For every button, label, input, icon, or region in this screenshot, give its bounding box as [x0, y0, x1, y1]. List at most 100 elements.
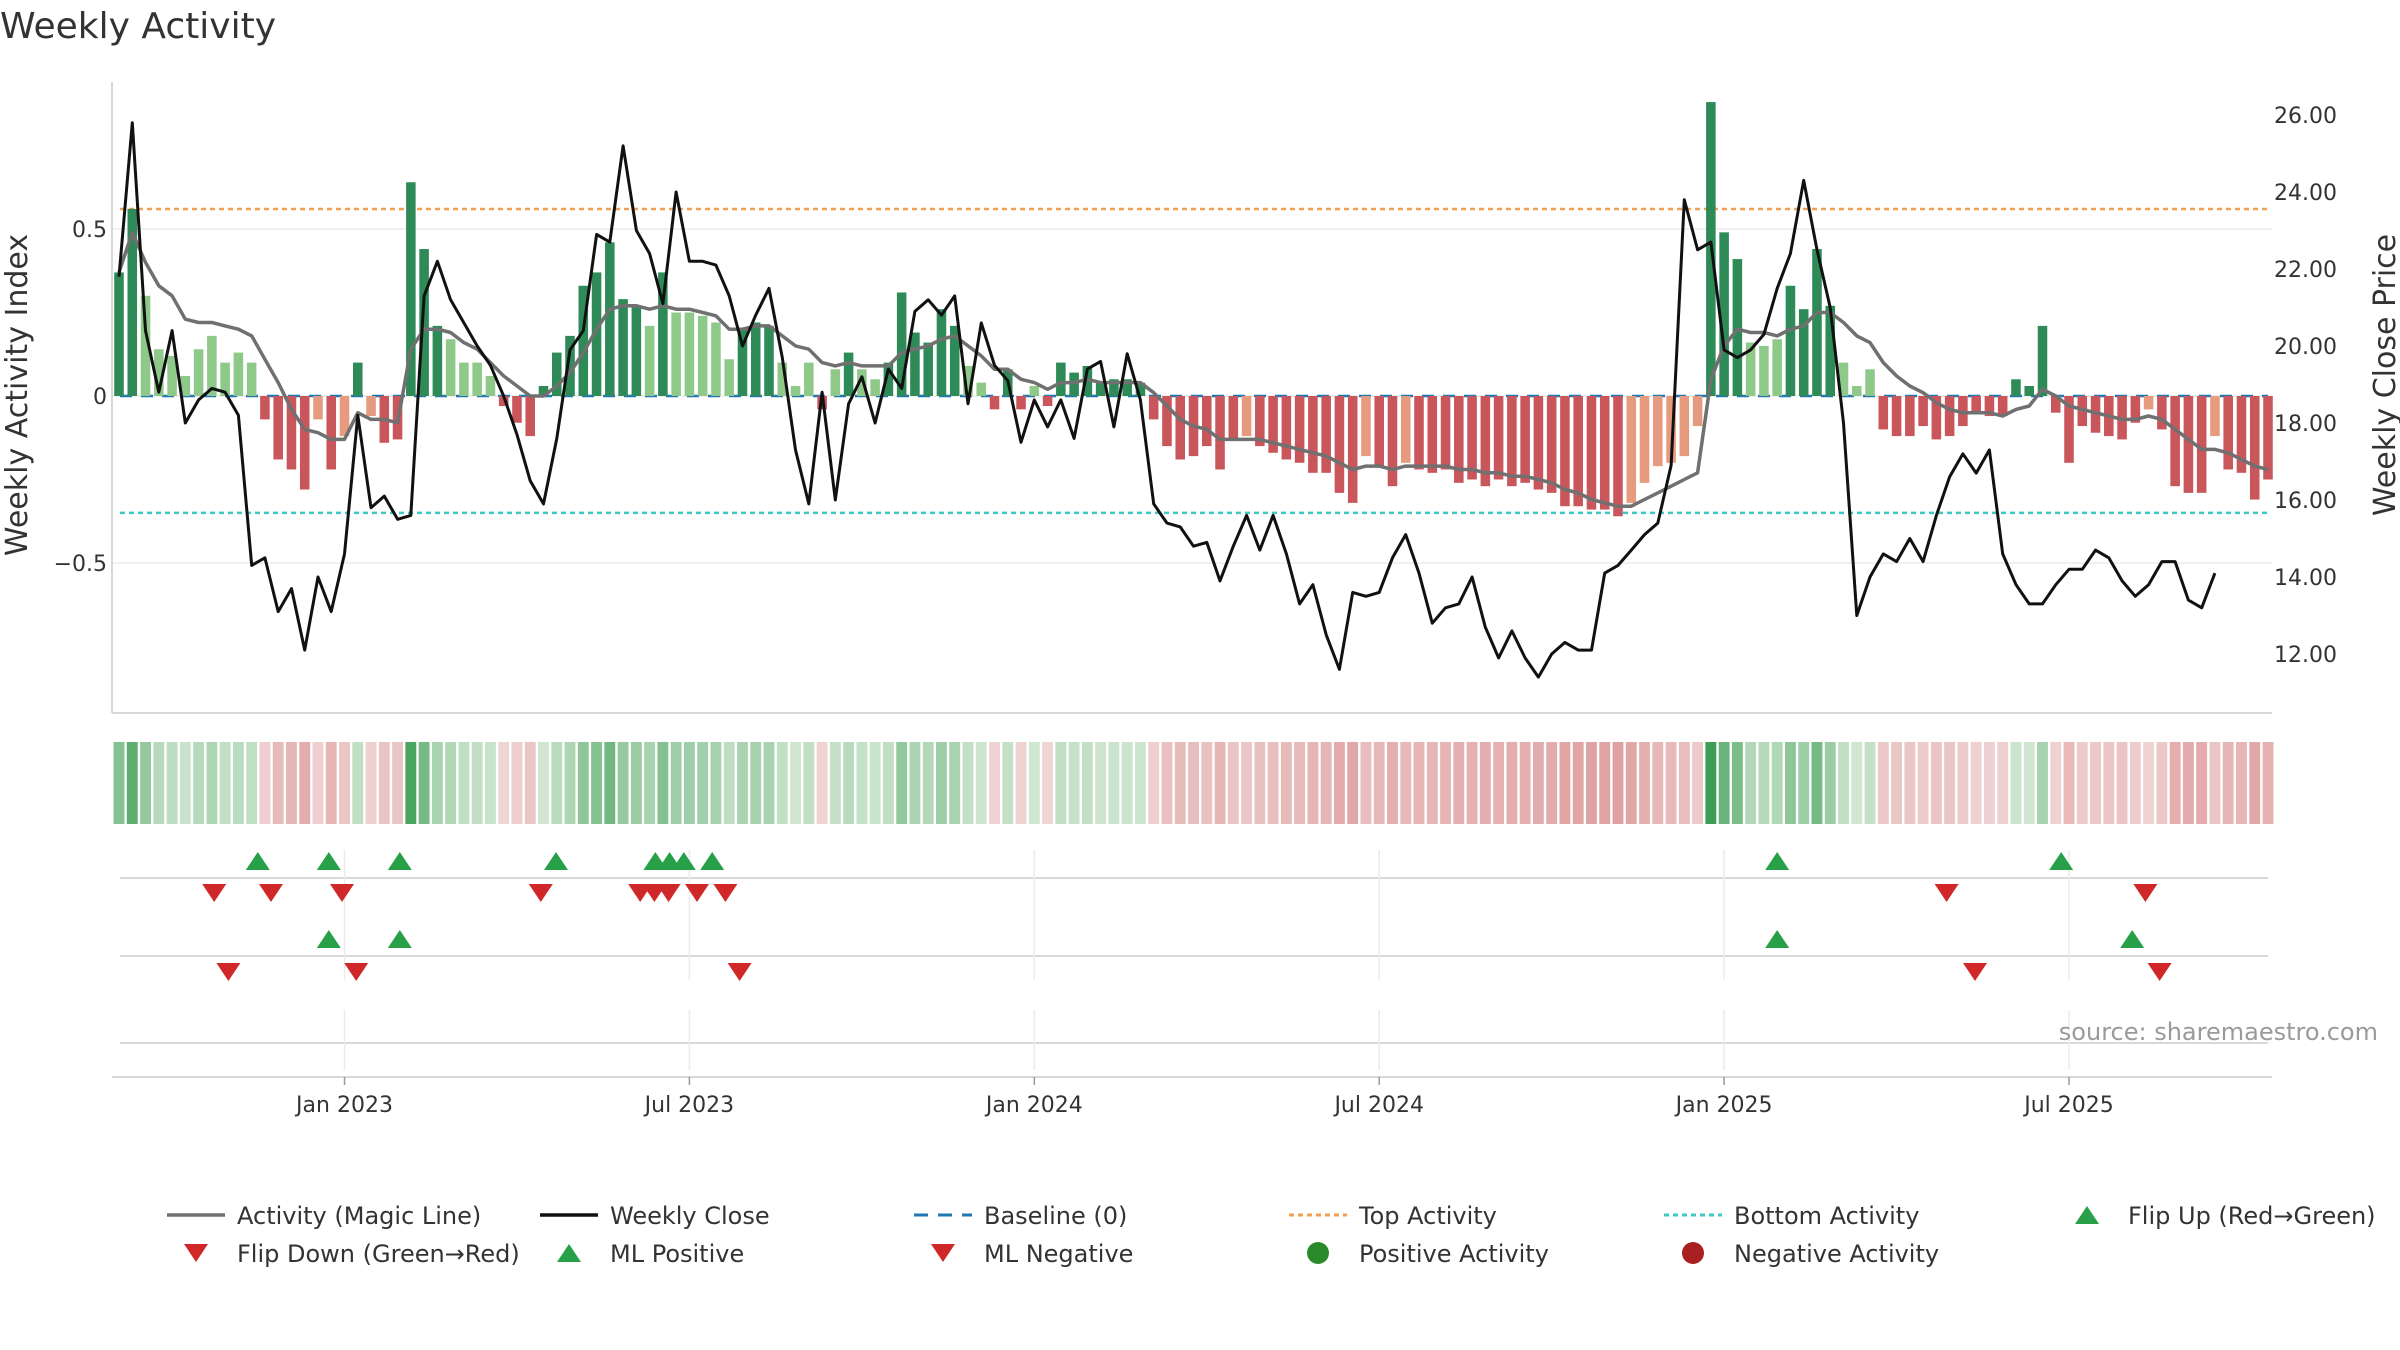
legend-label: Baseline (0): [984, 1202, 1127, 1230]
heat-cell: [1134, 742, 1146, 824]
activity-bar: [857, 369, 867, 396]
activity-bar: [1255, 396, 1265, 447]
heat-cell: [2196, 742, 2208, 824]
activity-bar: [538, 385, 549, 396]
activity-bar: [1520, 396, 1530, 483]
heat-cell: [617, 742, 629, 824]
activity-bar: [1427, 396, 1438, 473]
activity-bar: [684, 312, 695, 396]
heat-cell: [299, 742, 311, 824]
activity-bar: [1361, 396, 1371, 457]
heat-cell: [1625, 742, 1637, 824]
heat-cell: [1506, 742, 1518, 824]
heat-cell: [445, 742, 457, 824]
heat-cell: [458, 742, 470, 824]
y-axis-left-title: Weekly Activity Index: [0, 234, 35, 556]
y2-tick-label: 12.00: [2274, 643, 2337, 668]
legend-item: Weekly Close: [540, 1202, 770, 1230]
signal-rows: [112, 850, 2272, 1078]
activity-bar: [605, 242, 615, 396]
activity-bar: [976, 382, 987, 396]
x-tick-label: Jan 2023: [294, 1093, 393, 1118]
heat-cell: [179, 742, 191, 824]
heat-cell: [577, 742, 589, 824]
activity-bar: [1971, 396, 1981, 413]
activity-bar: [1546, 396, 1557, 493]
activity-bar: [2064, 396, 2074, 463]
heat-cell: [140, 742, 151, 824]
activity-bar: [1268, 396, 1278, 453]
heat-cell: [1440, 742, 1451, 824]
heat-cell: [1586, 742, 1597, 824]
heat-cell: [431, 742, 443, 824]
heat-cell: [2129, 742, 2141, 824]
heat-cell: [2222, 742, 2234, 824]
activity-bar: [1122, 379, 1132, 396]
heat-cell: [1214, 742, 1226, 824]
activity-bar: [1785, 285, 1796, 396]
y-tick-label: 0.5: [72, 218, 107, 243]
heat-cell: [1917, 742, 1929, 824]
heat-cell: [2249, 742, 2261, 824]
activity-bar: [1759, 345, 1769, 396]
heat-cell: [1294, 742, 1306, 824]
activity-bar: [1666, 396, 1676, 463]
legend-label: Flip Up (Red→Green): [2128, 1202, 2376, 1230]
legend-item: ML Negative: [931, 1240, 1133, 1268]
heat-cell: [1838, 742, 1849, 824]
legend-swatch: [184, 1244, 208, 1262]
activity-bar: [220, 362, 230, 396]
heat-cell: [936, 742, 947, 824]
legend-item: ML Positive: [557, 1240, 744, 1268]
heat-cell: [1081, 742, 1093, 824]
heat-cell: [1546, 742, 1558, 824]
heat-cell: [989, 742, 1000, 824]
heat-cell: [272, 742, 284, 824]
heat-cell: [1413, 742, 1425, 824]
x-tick-label: Jan 2025: [1674, 1093, 1773, 1118]
legend-label: Bottom Activity: [1734, 1202, 1919, 1230]
activity-bar: [2024, 385, 2034, 396]
heat-cell: [551, 742, 563, 824]
activity-bar: [1334, 396, 1345, 493]
activity-bar: [1838, 362, 1849, 396]
legend-item: Flip Up (Red→Green): [2075, 1202, 2376, 1230]
activity-bar: [1400, 396, 1411, 463]
heat-cell: [710, 742, 722, 824]
heat-cell: [538, 742, 549, 824]
heat-cell: [524, 742, 536, 824]
activity-bar: [1294, 396, 1305, 463]
activity-bar: [2011, 379, 2021, 396]
heat-cell: [113, 742, 125, 824]
heat-cell: [737, 742, 748, 824]
ml-negative-marker: [216, 963, 241, 981]
legend-item: Negative Activity: [1682, 1240, 1939, 1268]
activity-bar: [658, 272, 668, 396]
activity-bar: [923, 342, 933, 396]
activity-bar: [1918, 396, 1928, 427]
activity-bar: [750, 322, 761, 396]
heat-cell: [392, 742, 404, 824]
y-axis-right-title: Weekly Close Price: [2368, 234, 2400, 516]
heat-cell: [896, 742, 908, 824]
legend-label: Positive Activity: [1359, 1240, 1549, 1268]
activity-bar: [764, 325, 774, 396]
activity-bar: [2210, 396, 2220, 437]
activity-bar: [1825, 305, 1836, 396]
heat-cell: [2037, 742, 2048, 824]
heat-cell: [1015, 742, 1027, 824]
activity-bar: [114, 272, 124, 396]
y2-tick-label: 26.00: [2274, 104, 2337, 129]
heat-cell: [1400, 742, 1412, 824]
activity-bar: [366, 396, 376, 417]
heat-cell: [498, 742, 510, 824]
series-lines: [117, 121, 2269, 679]
activity-bar: [631, 305, 642, 396]
activity-bar: [1042, 396, 1053, 407]
activity-bar: [1507, 396, 1517, 487]
heat-cell: [1466, 742, 1478, 824]
activity-bar: [1719, 232, 1729, 396]
flip-down-marker: [259, 884, 283, 902]
activity-bar: [1812, 249, 1822, 396]
flip-down-marker: [656, 884, 681, 902]
